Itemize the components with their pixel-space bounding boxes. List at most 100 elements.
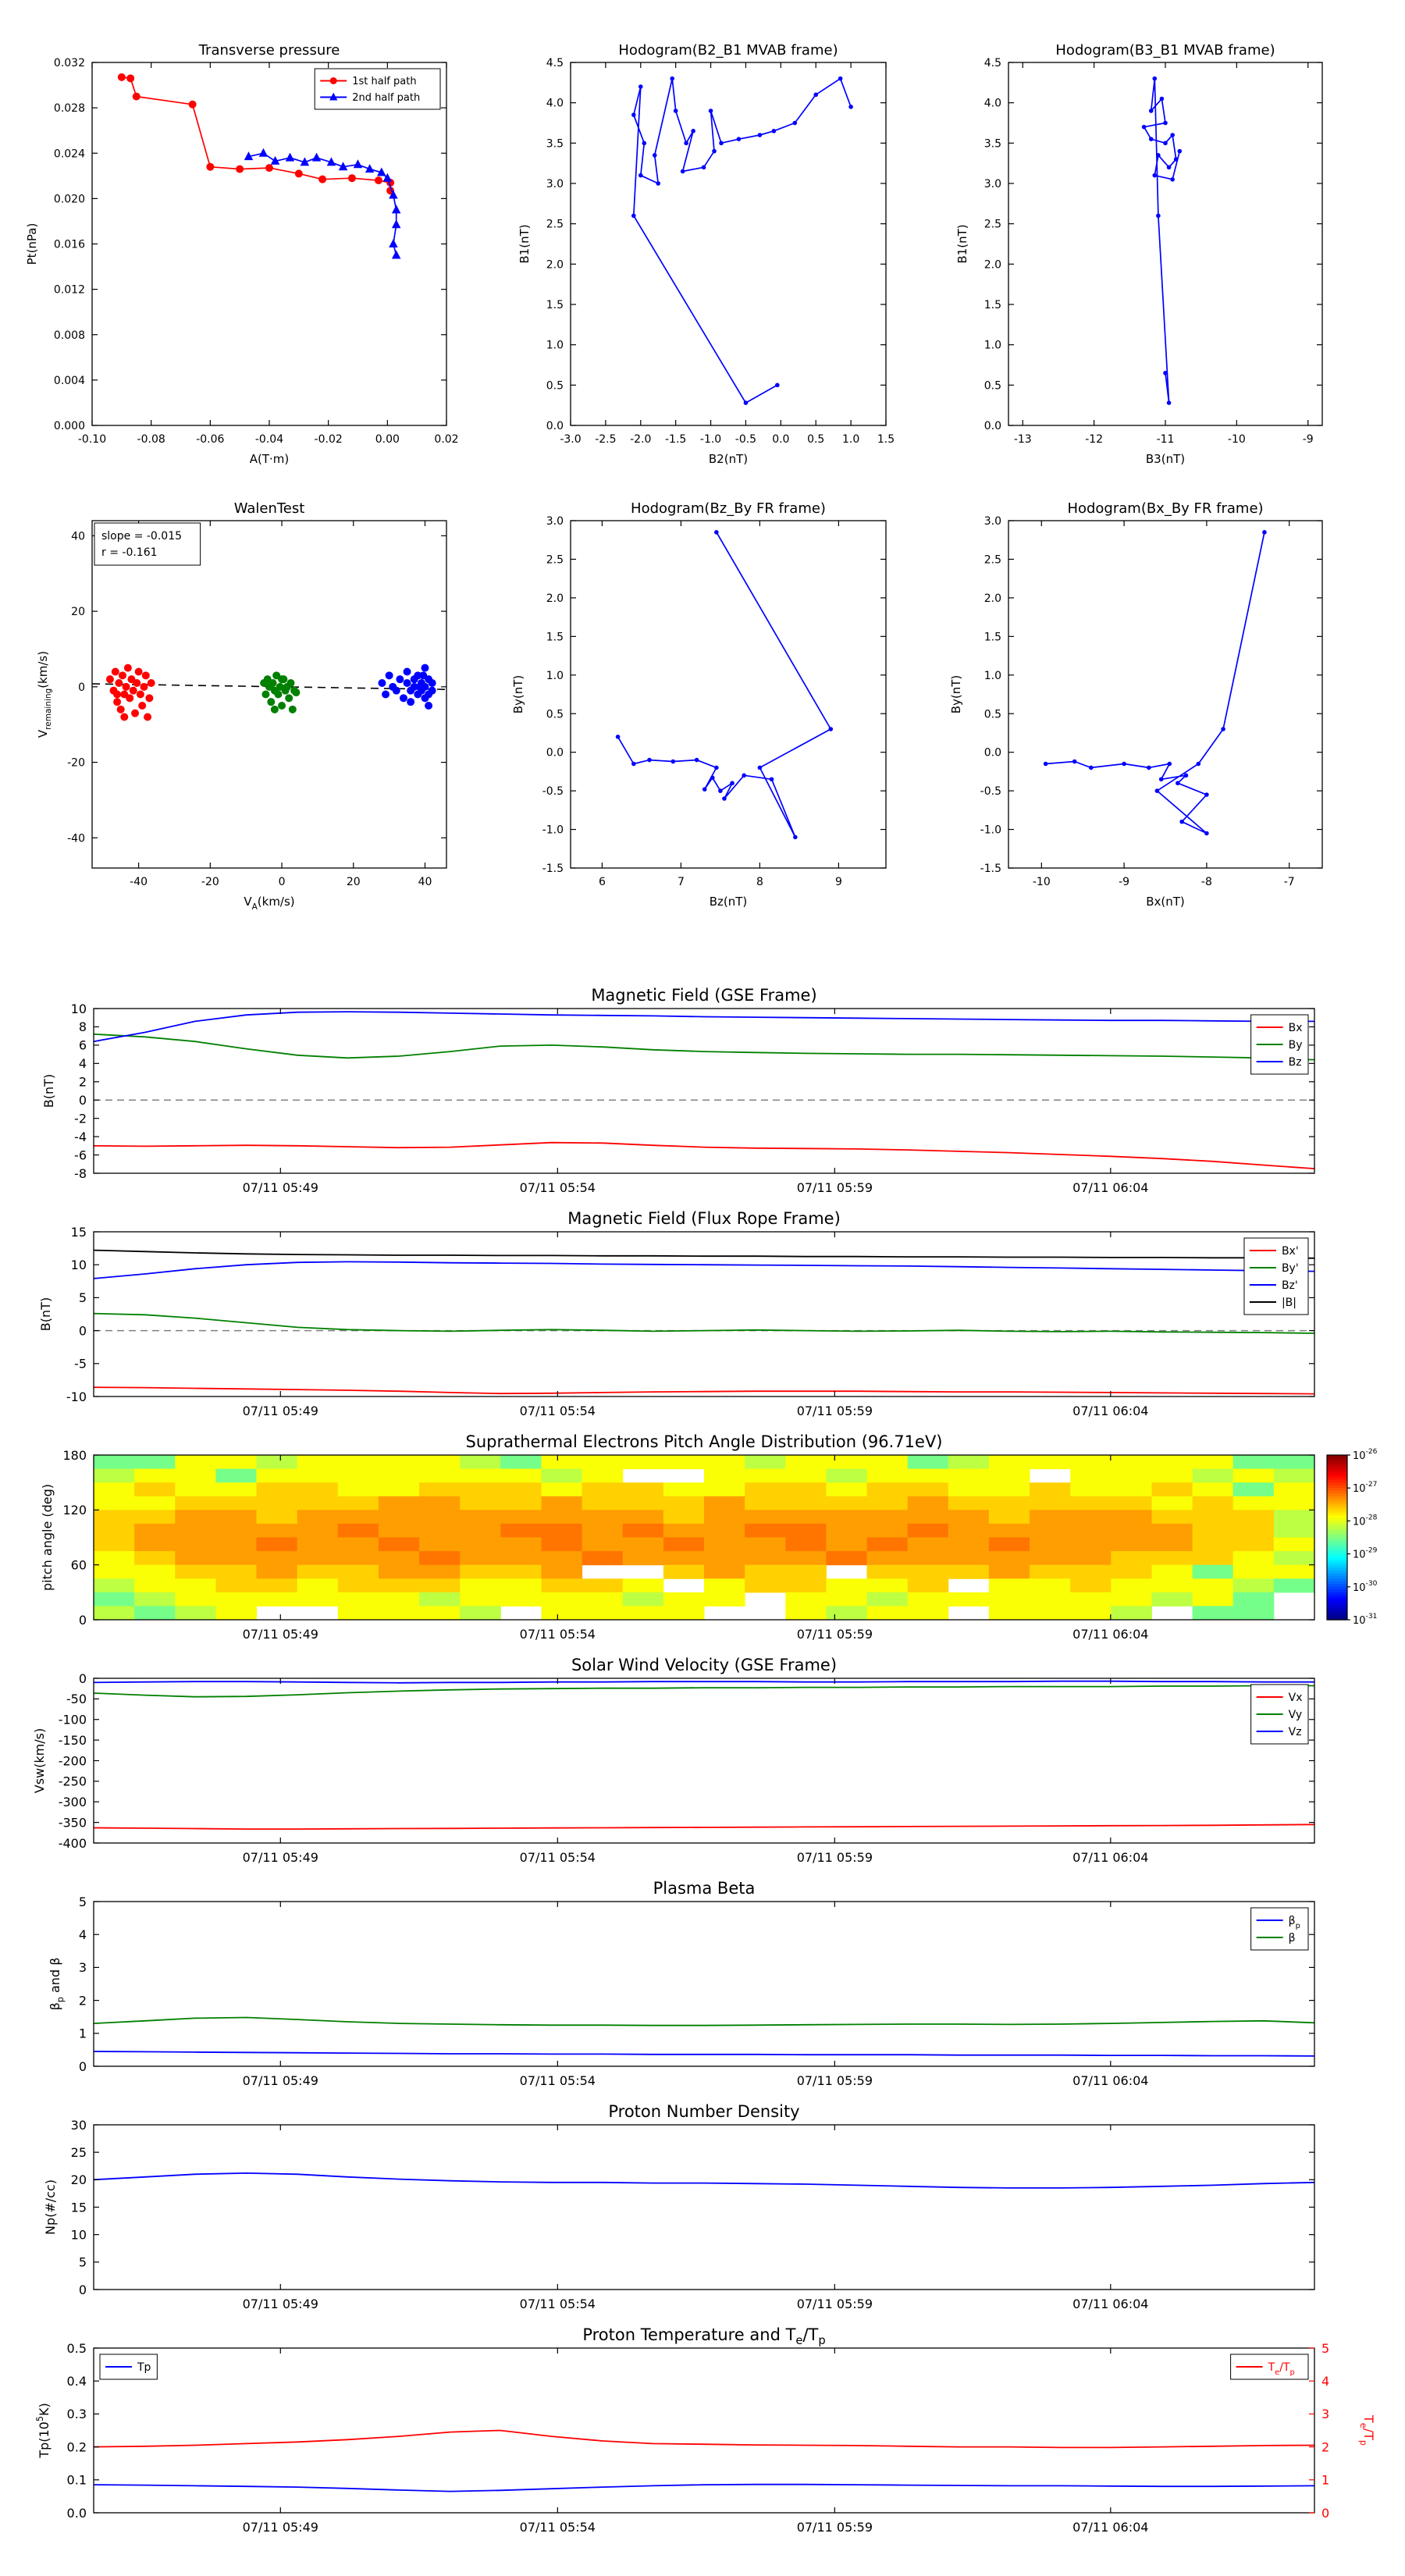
- y-tick-label: 2.5: [546, 553, 564, 566]
- title-mag-fr: Magnetic Field (Flux Rope Frame): [567, 1209, 841, 1228]
- right-tick-label: 5: [1321, 2341, 1329, 2356]
- y-tick-label: -350: [59, 1815, 87, 1830]
- title-walen-test: WalenTest: [234, 500, 305, 517]
- x-axis-label: Bz(nT): [710, 895, 748, 909]
- x-tick-label: -8: [1201, 876, 1212, 888]
- axes-frame-hodogram-bz-by: [570, 520, 887, 869]
- y-tick-label: 0.3: [67, 2407, 87, 2421]
- series-by: [93, 1033, 1315, 1061]
- series-bx: [93, 1141, 1315, 1169]
- y-tick-label: 2.5: [546, 219, 564, 231]
- y-axis-label: pitch angle (deg): [40, 1484, 55, 1591]
- axes-frame-hodogram-bx-by: [1008, 520, 1323, 869]
- y-tick-label: 3.5: [984, 137, 1001, 150]
- axes-frame-mag-gse: [93, 1008, 1315, 1174]
- y-tick-label: 25: [71, 2145, 87, 2160]
- y-tick-label: -6: [74, 1147, 87, 1162]
- y-axis-label: Vremaining​(km/s): [36, 651, 53, 738]
- legend-label: |B|: [1282, 1297, 1297, 1309]
- y-tick-label: 0.000: [54, 420, 85, 432]
- x-axis-label: A(T·m): [250, 452, 290, 466]
- x-tick-label: 07/11 05:49: [243, 1404, 318, 1418]
- colorbar: [1326, 1454, 1348, 1621]
- x-tick-label: 07/11 05:59: [797, 1180, 873, 1195]
- x-tick-label: 07/11 06:04: [1072, 2520, 1148, 2535]
- legend-label: Tp: [137, 2361, 151, 2374]
- y-tick-label: 0.4: [67, 2374, 87, 2389]
- y-tick-label: -1.0: [980, 824, 1001, 837]
- panel-np: 07/11 05:49 07/11 05:54 07/11 05:59 07/11 0…: [43, 2102, 1315, 2311]
- series-by-: [93, 1312, 1315, 1334]
- y-tick-label: 2.5: [984, 553, 1001, 566]
- x-tick-label: -0.08: [137, 433, 165, 446]
- y-tick-label: 20: [71, 2172, 87, 2187]
- y-tick-label: 0.0: [67, 2506, 87, 2521]
- panel-hodogram-bx-by: -10 -9 -8 -7 -1.5 -1.0 -0.5 0.0 0.5 1.0 1.5 2.0 2.5 3…: [949, 500, 1323, 909]
- y-axis-label: Pt(nPa): [25, 223, 39, 265]
- y-tick-label: 2.0: [984, 592, 1001, 605]
- legend-label: Bz: [1289, 1056, 1302, 1069]
- y-tick-label: 4.0: [984, 98, 1001, 110]
- y-tick-label: 1: [79, 2026, 87, 2041]
- x-tick-label: -0.04: [255, 433, 283, 446]
- series-np: [93, 2172, 1315, 2189]
- y-tick-label: 1.5: [984, 299, 1001, 311]
- y-tick-label: -400: [59, 1836, 87, 1851]
- y-axis-label: B(nT): [38, 1297, 53, 1331]
- title-pitch-angle: Suprathermal Electrons Pitch Angle Distr…: [466, 1432, 943, 1451]
- y-tick-label: 0.008: [54, 329, 85, 342]
- y-tick-label: 3.0: [984, 515, 1001, 528]
- axes-frame-temp: [93, 2347, 1315, 2514]
- y-axis-label: Tp(105​K): [35, 2403, 52, 2458]
- series--: [93, 2016, 1315, 2026]
- series-te-tp: [93, 2429, 1315, 2449]
- y-tick-label: 3.5: [546, 137, 564, 150]
- y-tick-label: 0.2: [67, 2439, 87, 2454]
- x-tick-label: 07/11 05:54: [520, 1180, 596, 1195]
- y-axis-label: Np(#/cc): [43, 2179, 58, 2235]
- x-tick-label: 07/11 05:49: [243, 2073, 318, 2088]
- y-tick-label: 0: [79, 1671, 87, 1686]
- y-tick-label: 2: [79, 1993, 87, 2008]
- title-hodogram-bx-by: Hodogram(Bx_By FR frame): [1067, 500, 1263, 517]
- y-tick-label: -10: [66, 1389, 87, 1404]
- legend-label: 2nd half path: [352, 92, 420, 104]
- x-tick-label: 07/11 05:54: [520, 2297, 596, 2311]
- y-axis-label: B(nT): [41, 1074, 56, 1108]
- x-axis-label: B2(nT): [709, 452, 748, 466]
- y-tick-label: 0.0: [984, 420, 1001, 432]
- title-vsw: Solar Wind Velocity (GSE Frame): [571, 1656, 837, 1674]
- panel-transverse-pressure: -0.10 -0.08 -0.06 -0.04 -0.02 0.00 0.02 0.000 0.…: [25, 42, 459, 466]
- right-tick-label: 1: [1321, 2473, 1329, 2488]
- x-tick-label: 07/11 06:04: [1072, 2073, 1148, 2088]
- y-tick-label: 4.0: [546, 98, 564, 110]
- panel-walen-test: -40 -20 0 20 40 -40 -20 0 20 40 WalenTest VA​(km/s)…: [36, 500, 447, 912]
- legend-label: Bz': [1282, 1279, 1298, 1292]
- y-tick-label: -100: [59, 1713, 87, 1727]
- right-tick-label: 2: [1321, 2439, 1329, 2454]
- x-tick-label: 6: [599, 876, 606, 888]
- x-axis-label: B3(nT): [1146, 452, 1185, 466]
- colorbar-tick-label: 10-27​: [1353, 1481, 1378, 1495]
- y-tick-label: 180: [62, 1448, 87, 1463]
- y-tick-label: 0: [79, 2059, 87, 2074]
- right-tick-label: 4: [1321, 2374, 1329, 2389]
- x-tick-label: 07/11 05:54: [520, 1627, 596, 1642]
- x-tick-label: 1.0: [842, 433, 859, 446]
- legend-box: [1250, 1907, 1309, 1951]
- title-np: Proton Number Density: [608, 2102, 799, 2121]
- x-tick-label: 07/11 05:49: [243, 1627, 318, 1642]
- x-tick-label: 07/11 06:04: [1072, 1627, 1148, 1642]
- legend-label: By': [1282, 1262, 1299, 1275]
- y-tick-label: -40: [67, 832, 85, 845]
- panel-mag-fr: 07/11 05:49 07/11 05:54 07/11 05:59 07/11 0…: [38, 1209, 1315, 1418]
- series--b-: [93, 1249, 1315, 1259]
- x-tick-label: -9: [1303, 433, 1314, 446]
- y-axis-label: B1(nT): [518, 224, 532, 263]
- y-tick-label: 0.0: [984, 747, 1001, 760]
- y-tick-label: 2.0: [546, 592, 564, 605]
- panel-hodogram-b2-b1: -3.0 -2.5 -2.0 -1.5 -1.0 -0.5 0.0 0.5 1.0 1.5 0.0 0…: [518, 42, 895, 466]
- x-tick-label: 0.02: [434, 433, 458, 446]
- x-tick-label: -2.5: [595, 433, 616, 446]
- y-tick-label: 0: [79, 1093, 87, 1108]
